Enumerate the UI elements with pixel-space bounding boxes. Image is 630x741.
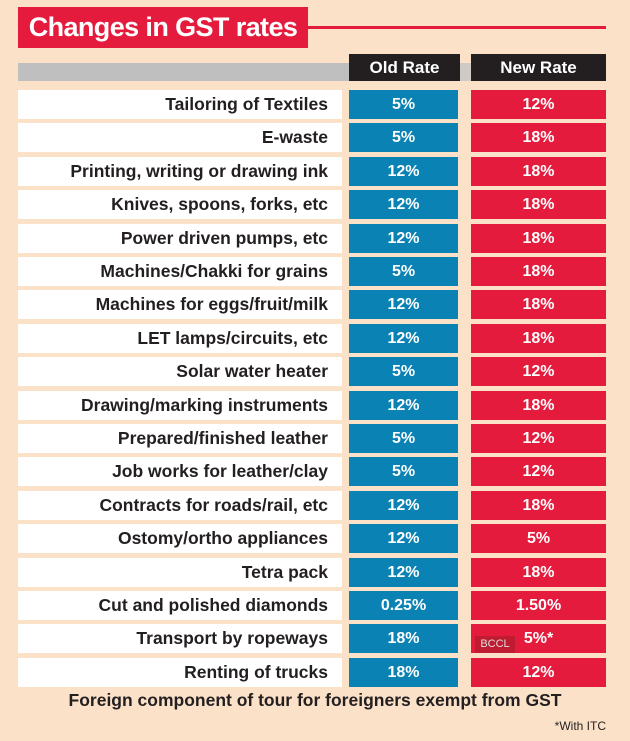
old-rate-cell: 18% — [349, 657, 458, 687]
item-label: Power driven pumps, etc — [18, 223, 342, 253]
table-row: Contracts for roads/rail, etc 12% 18% — [18, 490, 606, 520]
old-rate-cell: 5% — [349, 357, 458, 387]
old-rate-cell: 5% — [349, 90, 458, 119]
table-row: Power driven pumps, etc 12% 18% — [18, 223, 606, 253]
header-new-rate: New Rate — [471, 54, 606, 81]
new-rate-cell: 18% — [471, 390, 606, 420]
new-rate-cell: 18% — [471, 290, 606, 320]
new-rate-cell: 18% — [471, 490, 606, 520]
old-rate-cell: 12% — [349, 190, 458, 220]
new-rate-cell: 12% — [471, 357, 606, 387]
old-rate-cell: 5% — [349, 257, 458, 286]
chart-title: Changes in GST rates — [18, 7, 308, 48]
item-label: Printing, writing or drawing ink — [18, 156, 342, 186]
new-rate-cell: 18% — [471, 323, 606, 353]
old-rate-cell: 12% — [349, 390, 458, 420]
table-row: Tailoring of Textiles 5% 12% — [18, 90, 606, 119]
item-label: Tetra pack — [18, 557, 342, 587]
old-rate-cell: 12% — [349, 490, 458, 520]
table-row: Machines/Chakki for grains 5% 18% — [18, 257, 606, 286]
new-rate-cell: 18% — [471, 557, 606, 587]
item-label: LET lamps/circuits, etc — [18, 323, 342, 353]
item-label: Ostomy/ortho appliances — [18, 524, 342, 554]
new-rate-cell: 12% — [471, 457, 606, 487]
table-row: Job works for leather/clay 5% 12% — [18, 457, 606, 487]
header-bar-gap — [460, 63, 472, 81]
table-row: E-waste 5% 18% — [18, 123, 606, 153]
new-rate-cell: 18% — [471, 156, 606, 186]
item-label: Machines/Chakki for grains — [18, 257, 342, 286]
footnote: *With ITC — [554, 719, 606, 733]
item-label: Knives, spoons, forks, etc — [18, 190, 342, 220]
new-rate-cell: 18% — [471, 257, 606, 286]
new-rate-cell: 18% — [471, 190, 606, 220]
watermark: BCCL — [475, 636, 515, 653]
old-rate-cell: 12% — [349, 223, 458, 253]
table-row: Renting of trucks 18% 12% — [18, 657, 606, 687]
table-row: Transport by ropeways 18% 5%* — [18, 624, 606, 654]
item-label: Drawing/marking instruments — [18, 390, 342, 420]
table-row: Drawing/marking instruments 12% 18% — [18, 390, 606, 420]
old-rate-cell: 12% — [349, 323, 458, 353]
new-rate-cell: 1.50% — [471, 591, 606, 620]
table-row: Prepared/finished leather 5% 12% — [18, 424, 606, 453]
old-rate-cell: 12% — [349, 290, 458, 320]
item-label: Prepared/finished leather — [18, 424, 342, 453]
old-rate-cell: 12% — [349, 524, 458, 554]
item-label: Solar water heater — [18, 357, 342, 387]
header-old-rate: Old Rate — [349, 54, 460, 81]
table-row: Machines for eggs/fruit/milk 12% 18% — [18, 290, 606, 320]
table-row: Cut and polished diamonds 0.25% 1.50% — [18, 591, 606, 620]
new-rate-cell: 5% — [471, 524, 606, 554]
new-rate-cell: 18% — [471, 223, 606, 253]
table-row: Solar water heater 5% 12% — [18, 357, 606, 387]
item-label: Transport by ropeways — [18, 624, 342, 654]
new-rate-cell: 12% — [471, 424, 606, 453]
old-rate-cell: 5% — [349, 424, 458, 453]
table-row: Printing, writing or drawing ink 12% 18% — [18, 156, 606, 186]
item-label: Cut and polished diamonds — [18, 591, 342, 620]
new-rate-cell: 12% — [471, 657, 606, 687]
table-row: Ostomy/ortho appliances 12% 5% — [18, 524, 606, 554]
old-rate-cell: 5% — [349, 457, 458, 487]
title-rule — [306, 26, 606, 29]
old-rate-cell: 5% — [349, 123, 458, 153]
item-label: E-waste — [18, 123, 342, 153]
old-rate-cell: 12% — [349, 156, 458, 186]
table-row: Tetra pack 12% 18% — [18, 557, 606, 587]
item-label: Job works for leather/clay — [18, 457, 342, 487]
new-rate-cell: 18% — [471, 123, 606, 153]
table-row: Knives, spoons, forks, etc 12% 18% — [18, 190, 606, 220]
item-label: Contracts for roads/rail, etc — [18, 490, 342, 520]
item-label: Renting of trucks — [18, 657, 342, 687]
table-row: LET lamps/circuits, etc 12% 18% — [18, 323, 606, 353]
old-rate-cell: 18% — [349, 624, 458, 654]
old-rate-cell: 12% — [349, 557, 458, 587]
new-rate-cell: 12% — [471, 90, 606, 119]
item-label: Tailoring of Textiles — [18, 90, 342, 119]
footer-note: Foreign component of tour for foreigners… — [68, 690, 562, 710]
old-rate-cell: 0.25% — [349, 591, 458, 620]
item-label: Machines for eggs/fruit/milk — [18, 290, 342, 320]
